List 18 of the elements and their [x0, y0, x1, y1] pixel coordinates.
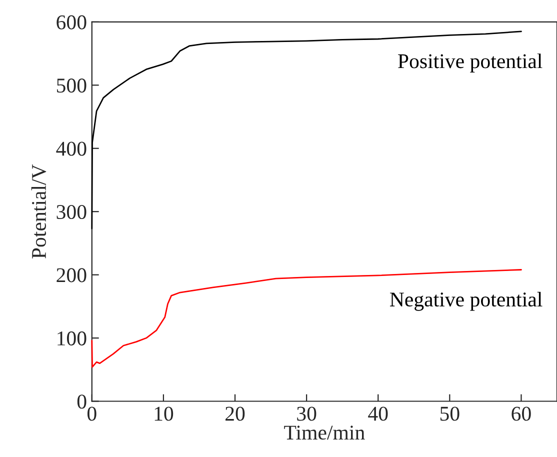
- y-tick-label: 500: [57, 78, 86, 93]
- x-tick-label: 30: [297, 406, 316, 421]
- y-tick-label: 400: [56, 142, 86, 156]
- x-tick-label: 20: [226, 406, 245, 421]
- series-label: Positive potential: [398, 54, 542, 72]
- x-tick-label: 40: [368, 406, 388, 421]
- y-tick-label: 0: [77, 394, 86, 409]
- x-axis-title: Time/min: [284, 426, 365, 440]
- y-axis-title: Potential/V: [31, 164, 46, 258]
- y-tick-label: 100: [58, 331, 86, 346]
- y-tick-label: 200: [56, 268, 86, 282]
- x-tick-label: 0: [87, 406, 96, 421]
- x-tick-label: 50: [440, 406, 460, 421]
- y-tick-label: 600: [56, 15, 86, 30]
- y-tick-label: 300: [56, 204, 86, 220]
- series-label: Negative potential: [390, 292, 542, 311]
- x-tick-label: 10: [154, 406, 174, 421]
- x-tick-label: 60: [512, 406, 531, 421]
